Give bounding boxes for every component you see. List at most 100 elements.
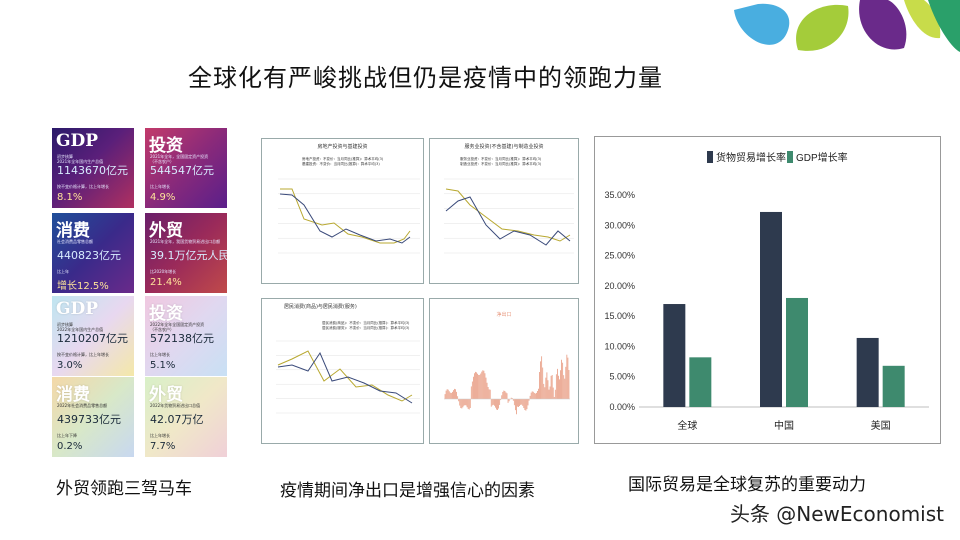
bar: [882, 365, 905, 407]
mini-chart-title: 净出口: [496, 312, 512, 318]
mini-chart-legend-2: 制造业投资：不变价：当月同比(推算)：算术平均(3): [460, 162, 542, 166]
card-ln: 2022年全年全国固定资产投资: [150, 322, 205, 327]
mini-chart-title: 房地产投资与基建投资: [317, 144, 368, 150]
page-title: 全球化有严峻挑战但仍是疫情中的领跑力量: [188, 64, 663, 92]
card-ln: （不含农户）: [150, 327, 174, 332]
card-ln: 初步核算: [57, 154, 73, 159]
legend-swatch: [707, 151, 713, 163]
bar: [856, 337, 879, 407]
card-big: 39.1万亿元人民币: [150, 249, 227, 262]
card-big: 439733亿元: [57, 413, 121, 426]
series-line: [445, 196, 571, 246]
indicator-card: 投资 2021年全年，全国固定资产投资 （不含农户） 544547亿元 比上年增长 4.9…: [145, 128, 227, 208]
card-hd: GDP: [56, 131, 99, 151]
decorative-leaves: [734, 0, 960, 52]
y-tick-label: 10.00%: [604, 341, 635, 351]
y-tick-label: 30.00%: [604, 220, 635, 230]
card-ln: 按不变价格计算，比上年增长: [57, 352, 109, 357]
series-line: [277, 351, 413, 404]
card-big: 1143670亿元: [57, 164, 128, 177]
mini-chart-title: 服务业投资(不含基建)与制造业投资: [464, 144, 544, 150]
card-pct: 21.4%: [150, 277, 182, 288]
leaf-shape-purple: [859, 0, 907, 50]
card-ln: 初步核算: [57, 322, 73, 327]
card-hd: 外贸: [149, 221, 183, 241]
leaf-shape-teal: [928, 0, 960, 52]
x-tick-label: 全球: [677, 419, 697, 432]
card-ln: 按不变价格计算，比上年增长: [57, 184, 109, 189]
indicator-card: 消费 社会消费品零售总额 440823亿元 比上年 增长12.5%: [52, 213, 134, 293]
mini-chart-legend-2: 基建投资：不变价：当月同比(推算)：算术平均(3): [302, 162, 380, 166]
card-pct: 8.1%: [57, 192, 83, 203]
card-ln: 2021年全年，全国固定资产投资: [150, 154, 209, 159]
card-hd: 投资: [149, 136, 183, 156]
card-big: 42.07万亿: [150, 413, 204, 426]
card-ln: 比2020年增长: [150, 269, 177, 274]
card-ln: 比上年增长: [150, 184, 170, 189]
mini-chart-legend-1: 居民消费(商品)：不变价：当月同比(推算)：算术平均(3): [322, 321, 410, 325]
series-line: [279, 193, 411, 244]
indicator-card: GDP 初步核算 2022年全年国内生产总值 1210207亿元 按不变价格计算，比上年…: [52, 296, 134, 376]
mini-chart-services: 服务业投资(不含基建)与制造业投资 服务业投资：不变价：当月同比(推算)：算术平…: [429, 138, 579, 284]
card-pct: 增长12.5%: [57, 281, 109, 292]
mini-chart-netexport: 净出口: [429, 298, 579, 444]
bar-chart-svg: 0.00% 5.00% 10.00% 15.00% 20.00% 25.00% 30.00%…: [604, 151, 929, 432]
y-tick-label: 35.00%: [604, 190, 635, 200]
x-tick-label: 美国: [871, 419, 891, 432]
card-ln: 比上年增长: [150, 352, 170, 357]
card-big: 440823亿元: [57, 249, 121, 262]
legend-label: GDP增长率: [796, 151, 848, 164]
x-tick-label: 中国: [774, 419, 794, 432]
card-ln: 社会消费品零售总额: [57, 239, 93, 244]
mini-chart-plot: [444, 354, 570, 415]
y-tick-label: 0.00%: [609, 402, 635, 412]
card-ln: 比上年下降: [57, 433, 77, 438]
card-pct: 5.1%: [150, 360, 176, 371]
card-ln: 2021年全年国内生产总值: [57, 159, 104, 164]
card-ln: 2022年货物贸易进出口总值: [150, 403, 201, 408]
mini-chart-realestate: 房地产投资与基建投资 房地产投资：不变价：当月同比(推算)：算术平均(3) 基建…: [261, 138, 424, 284]
card-hd: 消费: [56, 385, 90, 405]
card-pct: 3.0%: [57, 360, 83, 371]
mini-chart-plot: [444, 178, 574, 254]
card-pct: 7.7%: [150, 441, 176, 452]
series-line: [280, 188, 411, 244]
series-line: [445, 188, 571, 242]
indicator-card: 投资 2022年全年全国固定资产投资 （不含农户） 572138亿元 比上年增长 5.1%: [145, 296, 227, 376]
legend-label: 货物贸易增长率: [716, 151, 786, 164]
card-pct: 0.2%: [57, 441, 83, 452]
card-ln: 2021年全年，我国货物贸易进出口总额: [150, 239, 221, 244]
y-tick-label: 5.00%: [609, 372, 635, 382]
leaf-shape-green: [796, 4, 849, 51]
mini-chart-plot: [278, 178, 420, 254]
leaf-shape-lime: [904, 0, 941, 39]
y-tick-label: 20.00%: [604, 281, 635, 291]
card-pct: 4.9%: [150, 192, 176, 203]
indicator-card: GDP 初步核算 2021年全年国内生产总值 1143670亿元按不变价格计算，比上年…: [52, 128, 134, 208]
bar: [786, 297, 808, 407]
series-line: [277, 350, 413, 402]
bar: [760, 211, 782, 407]
legend-swatch: [787, 151, 793, 163]
watermark: 头条 @NewEconomist: [729, 502, 944, 526]
caption-middle: 疫情期间净出口是增强信心的因素: [280, 481, 535, 501]
y-tick-label: 15.00%: [604, 311, 635, 321]
card-big: 544547亿元: [150, 164, 214, 177]
bar: [663, 304, 686, 407]
mini-chart-legend-1: 房地产投资：不变价：当月同比(推算)：算术平均(3): [302, 157, 384, 161]
indicator-card: 消费 2022年社会消费品零售总额 439733亿元 比上年下降 0.2%: [52, 377, 134, 457]
caption-right: 国际贸易是全球复苏的重要动力: [628, 475, 866, 495]
indicator-card: 外贸 2022年货物贸易进出口总值 42.07万亿 比上年增长 7.7%: [145, 377, 227, 457]
mini-chart-plot: [276, 340, 420, 414]
bar: [689, 357, 712, 407]
mini-chart-legend-1: 服务业投资：不变价：当月同比(推算)：算术平均(3): [460, 157, 542, 161]
card-hd: 消费: [56, 221, 90, 241]
mini-chart-consumption: 居民消费(商品)与居民消费(服务) 居民消费(商品)：不变价：当月同比(推算)：…: [261, 298, 424, 444]
card-hd: 外贸: [149, 385, 183, 405]
card-big: 572138亿元: [150, 332, 214, 345]
leaf-shape-blue: [734, 3, 790, 45]
card-big: 1210207亿元: [57, 332, 128, 345]
trade-gdp-bar-chart: 0.00% 5.00% 10.00% 15.00% 20.00% 25.00% 30.00%…: [594, 136, 941, 444]
mini-chart-legend-2: 居民消费(服务)：不变价：当月同比(推算)：算术平均(3): [322, 326, 410, 330]
